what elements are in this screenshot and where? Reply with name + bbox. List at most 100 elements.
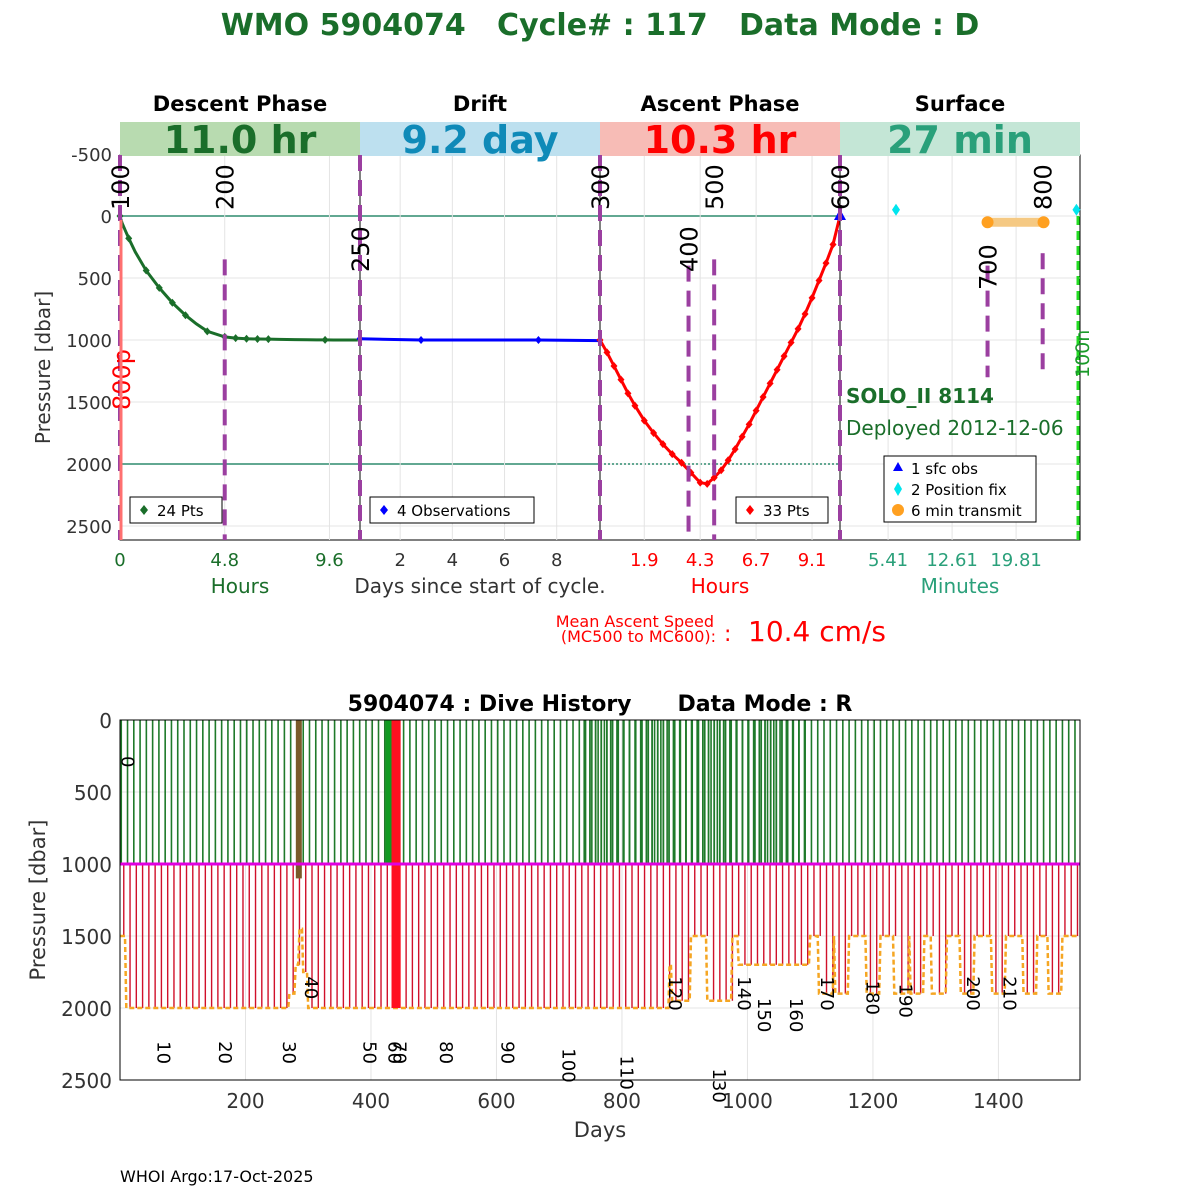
y-tick-label: 2000 xyxy=(66,455,112,476)
phase-legend-marker xyxy=(746,505,754,515)
ascent-point xyxy=(773,365,781,374)
phase-legend-box xyxy=(735,496,829,524)
ascent-point xyxy=(808,293,816,302)
y-tick-label: 2000 xyxy=(61,997,112,1021)
ascent-point xyxy=(610,362,618,371)
x-axis-label: Days xyxy=(574,1118,626,1142)
cycle-number-label: 130 xyxy=(708,1068,729,1102)
x-tick-label: 2 xyxy=(394,550,405,571)
mission-code-label: 600 xyxy=(827,164,855,210)
ascent-line xyxy=(598,215,842,486)
cycle-number-label: 80 xyxy=(435,1041,456,1064)
drift-line xyxy=(359,337,601,343)
ascent-point xyxy=(815,276,823,285)
phase-duration: 9.2 day xyxy=(402,118,559,162)
phase-band xyxy=(600,122,840,156)
phase-duration: 10.3 hr xyxy=(644,118,797,162)
x-tick-label: 9.6 xyxy=(315,550,344,571)
descent-line xyxy=(118,215,358,342)
side-label-right: 100n xyxy=(1072,330,1094,378)
cycle-number-label: 30 xyxy=(278,1041,299,1064)
x-tick-label: 800 xyxy=(603,1089,641,1113)
ascent-point xyxy=(624,389,632,398)
cycle-number-label: 170 xyxy=(816,976,837,1010)
cycle-number-label: 150 xyxy=(753,998,774,1032)
ascent-point xyxy=(738,432,746,441)
descent-point xyxy=(142,266,150,275)
x-axis-label: Hours xyxy=(691,574,750,598)
x-tick-label: 0 xyxy=(114,550,125,571)
x-tick-label: 6.7 xyxy=(742,550,771,571)
mission-code-label: 800 xyxy=(1030,164,1058,210)
ascent-point xyxy=(650,429,658,437)
cycle-number-label: 190 xyxy=(894,984,915,1018)
ascent-point xyxy=(829,240,837,249)
cycle-number-label: 100 xyxy=(557,1048,578,1082)
y-tick-label: 2500 xyxy=(66,517,112,538)
ascent-point xyxy=(603,348,611,357)
surface-legend: 1 sfc obs 2 Position fix 6 min transmit xyxy=(883,455,1037,523)
ascent-point xyxy=(631,401,639,410)
phase-duration: 27 min xyxy=(887,118,1033,162)
surface-legend-box xyxy=(883,455,1037,523)
x-tick-label: 6 xyxy=(499,550,510,571)
x-tick-label: 600 xyxy=(477,1089,515,1113)
ascent-point xyxy=(780,352,788,361)
x-tick-label: 200 xyxy=(226,1089,264,1113)
surface-legend-label: 6 min transmit xyxy=(911,502,1022,520)
ascent-point xyxy=(801,309,809,318)
ascent-point xyxy=(668,450,676,459)
y-tick-label: 1000 xyxy=(66,331,112,352)
ascent-speed-value: 10.4 cm/s xyxy=(748,615,886,648)
phase-legend-label: 33 Pts xyxy=(763,502,810,520)
ascent-point xyxy=(745,420,753,429)
ascent-speed-label-2: (MC500 to MC600): xyxy=(561,627,716,646)
cycle-number-label: 70 xyxy=(389,1041,410,1064)
phase-band xyxy=(120,122,360,156)
x-tick-label: 19.81 xyxy=(990,550,1042,571)
position-fix-marker xyxy=(892,203,900,216)
mission-code-label: 300 xyxy=(587,164,615,210)
plot-frame xyxy=(119,719,1081,1081)
y-tick-label: 500 xyxy=(74,781,112,805)
ascent-point xyxy=(703,479,711,488)
footer-text: WHOI Argo:17-Oct-2025 xyxy=(120,1167,314,1186)
ascent-point xyxy=(794,324,802,333)
surface-legend-label: 1 sfc obs xyxy=(911,460,978,478)
transmit-end-marker xyxy=(1037,216,1050,229)
phase-name: Drift xyxy=(453,92,507,116)
phase-name: Descent Phase xyxy=(153,92,327,116)
phase-name: Ascent Phase xyxy=(641,92,800,116)
phase-band xyxy=(360,122,600,156)
y-tick-label: 500 xyxy=(78,269,112,290)
descent-point xyxy=(155,283,163,292)
cycle-number-label: 210 xyxy=(998,976,1019,1010)
ascent-point xyxy=(822,259,830,268)
y-tick-label: 1500 xyxy=(66,393,112,414)
cycle-number-label: 60 xyxy=(384,1041,405,1064)
mission-code-label: 400 xyxy=(676,226,704,272)
highlight-bar xyxy=(295,720,302,879)
mission-code-label: 500 xyxy=(701,164,729,210)
phase-duration: 11.0 hr xyxy=(164,118,317,162)
descent-point xyxy=(243,334,251,343)
mission-code-label: 200 xyxy=(212,164,240,210)
drift-point xyxy=(417,336,425,344)
x-tick-label: 1200 xyxy=(847,1089,898,1113)
main-title: WMO 5904074 Cycle# : 117 Data Mode : D xyxy=(221,8,980,43)
mission-code-label: 100 xyxy=(107,164,135,210)
descent-point xyxy=(168,298,176,307)
phase-name: Surface xyxy=(915,92,1005,116)
x-tick-label: 1000 xyxy=(722,1089,773,1113)
phase-legend-marker xyxy=(380,505,388,515)
x-tick-label: 12.61 xyxy=(926,550,978,571)
drift-point xyxy=(534,336,542,344)
float-deployed: Deployed 2012-12-06 xyxy=(846,416,1064,440)
cycle-number-label: 140 xyxy=(733,976,754,1010)
mission-code-label: 700 xyxy=(975,244,1003,290)
x-tick-label: 1400 xyxy=(973,1089,1024,1113)
y-tick-label: 0 xyxy=(99,709,112,733)
ascent-point xyxy=(717,466,725,475)
